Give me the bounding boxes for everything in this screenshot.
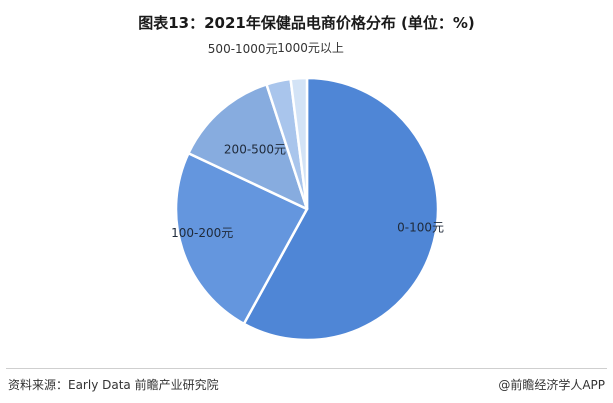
slice-label-1000: 1000元以上 bbox=[277, 41, 344, 55]
source-note: 资料来源：Early Data 前瞻产业研究院 bbox=[8, 378, 219, 392]
pie-slice-0-100 bbox=[242, 76, 440, 342]
pie-slice-1000 bbox=[289, 76, 309, 211]
slice-label-0-100: 0-100元 bbox=[397, 220, 444, 234]
pie-slice-100-200 bbox=[174, 151, 309, 326]
slice-label-200-500: 200-500元 bbox=[224, 143, 286, 157]
publisher-credit: @前瞻经济学人APP bbox=[498, 378, 605, 392]
pie-slice-200-500 bbox=[187, 83, 309, 211]
chart-title: 图表13：2021年保健品电商价格分布 (单位：%) bbox=[138, 14, 475, 32]
slice-label-100-200: 100-200元 bbox=[171, 226, 233, 240]
footer-divider bbox=[6, 368, 607, 369]
slice-label-500-1000: 500-1000元 bbox=[208, 42, 278, 56]
